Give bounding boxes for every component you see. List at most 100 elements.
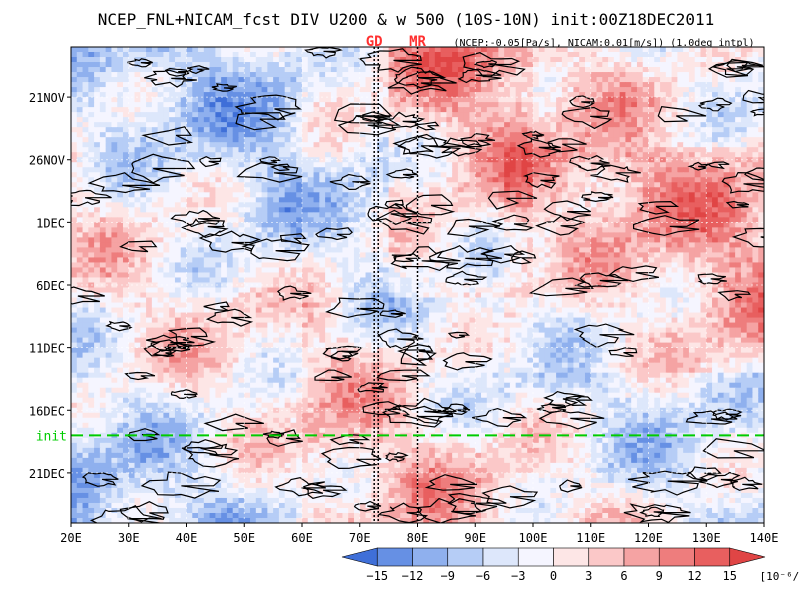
- heat-cell: [186, 212, 193, 218]
- heat-cell: [521, 127, 528, 133]
- heat-cell: [71, 52, 78, 58]
- heat-cell: [267, 137, 274, 143]
- heat-cell: [613, 247, 621, 254]
- heat-cell: [584, 92, 592, 98]
- heat-cell: [163, 182, 170, 188]
- heat-cell: [567, 172, 575, 178]
- heat-cell: [665, 152, 673, 158]
- heat-cell: [654, 97, 661, 103]
- heat-cell: [94, 202, 101, 208]
- heat-cell: [481, 112, 488, 118]
- heat-cell: [261, 117, 268, 123]
- heat-cell: [377, 197, 384, 203]
- heat-cell: [365, 137, 372, 143]
- heat-cell: [169, 102, 176, 108]
- heat-cell: [509, 227, 517, 233]
- heat-cell: [515, 187, 523, 193]
- heat-cell: [613, 127, 621, 133]
- heat-cell: [717, 222, 725, 228]
- heat-cell: [400, 247, 407, 254]
- heat-cell: [619, 247, 627, 254]
- heat-cell: [192, 187, 199, 193]
- heat-cell: [446, 122, 453, 128]
- heat-cell: [71, 207, 78, 213]
- heat-cell: [579, 177, 586, 183]
- heat-cell: [665, 157, 673, 163]
- heat-cell: [313, 237, 320, 244]
- heat-cell: [700, 182, 707, 188]
- heat-cell: [221, 107, 228, 113]
- heat-cell: [400, 197, 407, 203]
- heat-cell: [648, 197, 655, 203]
- heat-cell: [342, 87, 349, 93]
- heat-cell: [71, 212, 78, 218]
- heat-cell: [122, 122, 130, 128]
- heat-cell: [423, 92, 430, 98]
- heat-cell: [180, 52, 188, 58]
- heat-cell: [198, 57, 205, 63]
- heat-cell: [469, 212, 476, 218]
- heat-cell: [157, 192, 165, 198]
- heat-cell: [192, 152, 199, 158]
- heat-cell: [94, 97, 101, 103]
- heat-cell: [533, 217, 540, 223]
- heat-cell: [642, 177, 650, 183]
- heat-cell: [625, 57, 632, 63]
- heat-cell: [325, 222, 332, 228]
- heat-cell: [509, 57, 517, 63]
- heat-cell: [434, 177, 442, 183]
- heat-cell: [382, 177, 390, 183]
- heat-cell: [446, 142, 453, 148]
- heat-cell: [735, 167, 742, 173]
- heat-cell: [619, 107, 627, 113]
- heat-cell: [700, 247, 707, 254]
- heat-cell: [405, 237, 413, 244]
- heat-cell: [481, 222, 488, 228]
- heat-cell: [146, 247, 153, 254]
- heat-cell: [446, 67, 453, 73]
- heat-cell: [527, 127, 534, 133]
- heat-cell: [174, 97, 182, 103]
- heat-cell: [602, 227, 609, 233]
- heat-cell: [469, 127, 476, 133]
- heat-cell: [353, 197, 361, 203]
- heat-cell: [452, 147, 459, 153]
- heat-cell: [157, 92, 165, 98]
- heat-cell: [735, 122, 742, 128]
- heat-cell: [284, 62, 292, 68]
- heat-cell: [140, 102, 147, 108]
- heat-cell: [660, 47, 667, 53]
- heat-cell: [140, 177, 147, 183]
- heat-cell: [648, 152, 655, 158]
- heat-cell: [550, 77, 557, 83]
- heat-cell: [740, 47, 748, 53]
- heat-cell: [325, 87, 332, 93]
- heat-cell: [348, 167, 355, 173]
- heat-cell: [631, 207, 638, 213]
- heat-cell: [567, 237, 575, 244]
- heat-cell: [694, 142, 702, 148]
- heat-cell: [388, 162, 396, 168]
- heat-cell: [105, 237, 113, 244]
- heat-cell: [544, 87, 551, 93]
- heat-cell: [209, 47, 216, 53]
- heat-cell: [561, 162, 569, 168]
- heat-cell: [140, 237, 147, 244]
- heat-cell: [105, 97, 113, 103]
- heat-cell: [735, 117, 742, 123]
- heat-cell: [226, 157, 234, 163]
- heat-cell: [261, 197, 268, 203]
- heat-cell: [180, 57, 188, 63]
- heat-cell: [209, 97, 216, 103]
- heat-cell: [71, 92, 78, 98]
- heat-cell: [226, 202, 234, 208]
- heat-cell: [313, 117, 320, 123]
- heat-cell: [82, 57, 89, 63]
- heat-cell: [273, 167, 280, 173]
- heat-cell: [284, 217, 292, 223]
- heat-cell: [440, 182, 447, 188]
- heat-cell: [613, 217, 621, 223]
- heat-cell: [567, 202, 575, 208]
- heat-cell: [128, 172, 136, 178]
- heat-cell: [481, 67, 488, 73]
